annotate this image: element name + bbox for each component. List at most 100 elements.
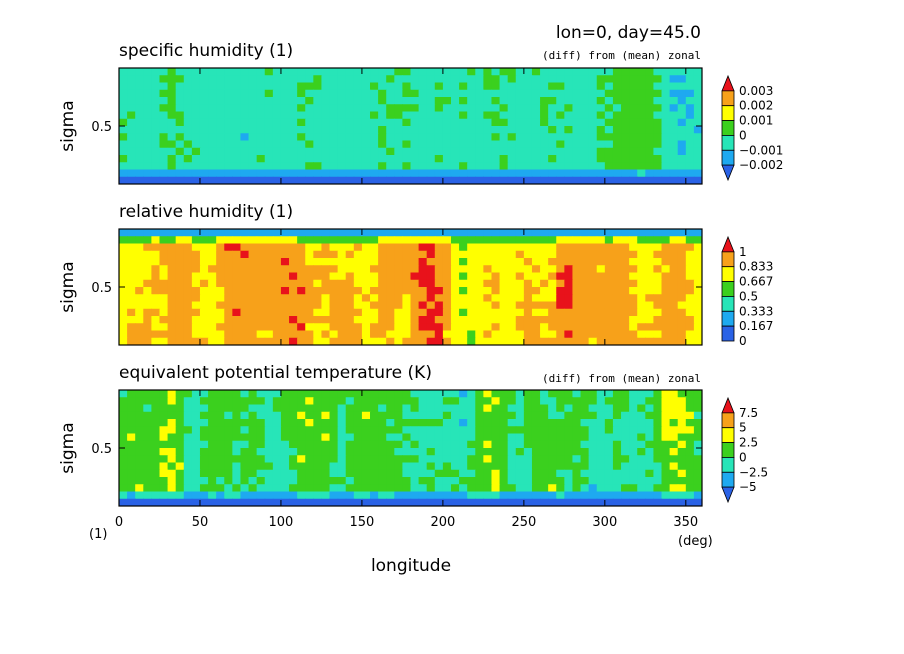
heatmap-cell [564, 404, 574, 413]
heatmap-cell [483, 75, 493, 84]
heatmap-cell [127, 279, 136, 288]
heatmap-cell [548, 229, 557, 237]
heatmap-cell [386, 89, 395, 98]
heatmap-cell [208, 491, 217, 500]
heatmap-cell [515, 477, 525, 485]
heatmap-cell [475, 140, 484, 149]
heatmap-cell [329, 133, 339, 142]
heatmap-cell [216, 97, 225, 105]
heatmap-cell [256, 404, 266, 413]
heatmap-cell [564, 308, 574, 317]
heatmap-cell [280, 287, 290, 295]
heatmap-cell [297, 229, 306, 237]
heatmap-cell [604, 104, 614, 113]
heatmap-cell [208, 104, 217, 113]
heatmap-cell [629, 265, 638, 274]
heatmap-cell [297, 243, 306, 252]
heatmap-cell [661, 250, 671, 259]
heatmap-cell [467, 250, 476, 259]
heatmap-cell [491, 287, 501, 295]
heatmap-cell [459, 155, 468, 163]
heatmap-cell [523, 440, 533, 449]
heatmap-cell [653, 477, 663, 485]
heatmap-cell [240, 337, 250, 345]
heatmap-cell [629, 243, 638, 252]
heatmap-cell [394, 118, 404, 127]
colorbar-label: −2.5 [739, 465, 768, 479]
panel-specific-humidity: specific humidity (1) (diff) from (mean)… [58, 41, 783, 185]
heatmap-cell [669, 258, 679, 266]
heatmap-cell [248, 155, 258, 163]
heatmap-cell [353, 104, 363, 113]
heatmap-cell [264, 469, 274, 478]
heatmap-cell [531, 147, 541, 156]
heatmap-cell [394, 308, 404, 317]
heatmap-cell [127, 469, 136, 478]
heatmap-cell [637, 448, 646, 456]
heatmap-cell [345, 484, 355, 493]
heatmap-cell [167, 419, 177, 427]
heatmap-cell [159, 118, 169, 127]
heatmap-cell [402, 250, 412, 259]
heatmap-cell [264, 294, 274, 303]
heatmap-cell [467, 455, 476, 464]
heatmap-cell [596, 265, 606, 274]
heatmap-cell [280, 411, 290, 420]
heatmap-cell [426, 140, 436, 149]
heatmap-cell [450, 323, 460, 332]
heatmap-cell [224, 236, 233, 245]
heatmap-cell [386, 455, 395, 464]
heatmap-cell [653, 147, 663, 156]
heatmap-cell [127, 169, 136, 178]
heatmap-cell [175, 433, 185, 442]
heatmap-cell [499, 498, 509, 506]
heatmap-cell [410, 294, 420, 303]
heatmap-cell [661, 404, 671, 413]
heatmap-cell [491, 265, 501, 274]
heatmap-cell [272, 448, 282, 456]
heatmap-cell [361, 272, 371, 281]
heatmap-cell [515, 155, 525, 163]
heatmap-cell [661, 316, 671, 324]
heatmap-cell [127, 390, 136, 398]
heatmap-cell [418, 118, 428, 127]
heatmap-cell [499, 89, 509, 98]
heatmap-cell [475, 111, 484, 120]
heatmap-cell [564, 68, 574, 76]
heatmap-cell [685, 301, 695, 310]
heatmap-cell [272, 462, 282, 471]
heatmap-cell [523, 455, 533, 464]
heatmap-cell [418, 111, 428, 120]
heatmap-cell [191, 455, 201, 464]
heatmap-cell [345, 440, 355, 449]
heatmap-cell [556, 133, 565, 142]
heatmap-cell [167, 287, 177, 295]
heatmap-cell [402, 440, 412, 449]
heatmap-cell [685, 140, 695, 149]
heatmap-cell [313, 455, 323, 464]
heatmap-cell [548, 279, 557, 288]
heatmap-cell [621, 455, 630, 464]
heatmap-cell [621, 469, 630, 478]
heatmap-cell [272, 323, 282, 332]
heatmap-cell [135, 75, 144, 84]
heatmap-cell [199, 258, 209, 266]
heatmap-cell [232, 294, 242, 303]
heatmap-cell [321, 250, 331, 259]
heatmap-cell [475, 330, 484, 339]
heatmap-cell [621, 330, 630, 339]
heatmap-cell [175, 258, 185, 266]
heatmap-cell [596, 229, 606, 237]
heatmap-cell [135, 272, 144, 281]
heatmap-cell [337, 390, 347, 398]
heatmap-cell [313, 82, 323, 91]
heatmap-cell [677, 419, 687, 427]
heatmap-cell [321, 229, 331, 237]
heatmap-cell [256, 323, 266, 332]
heatmap-cell [450, 169, 460, 178]
heatmap-cell [127, 147, 136, 156]
heatmap-cell [580, 176, 590, 184]
heatmap-cell [491, 126, 501, 134]
heatmap-cell [167, 440, 177, 449]
heatmap-cell [475, 287, 484, 295]
